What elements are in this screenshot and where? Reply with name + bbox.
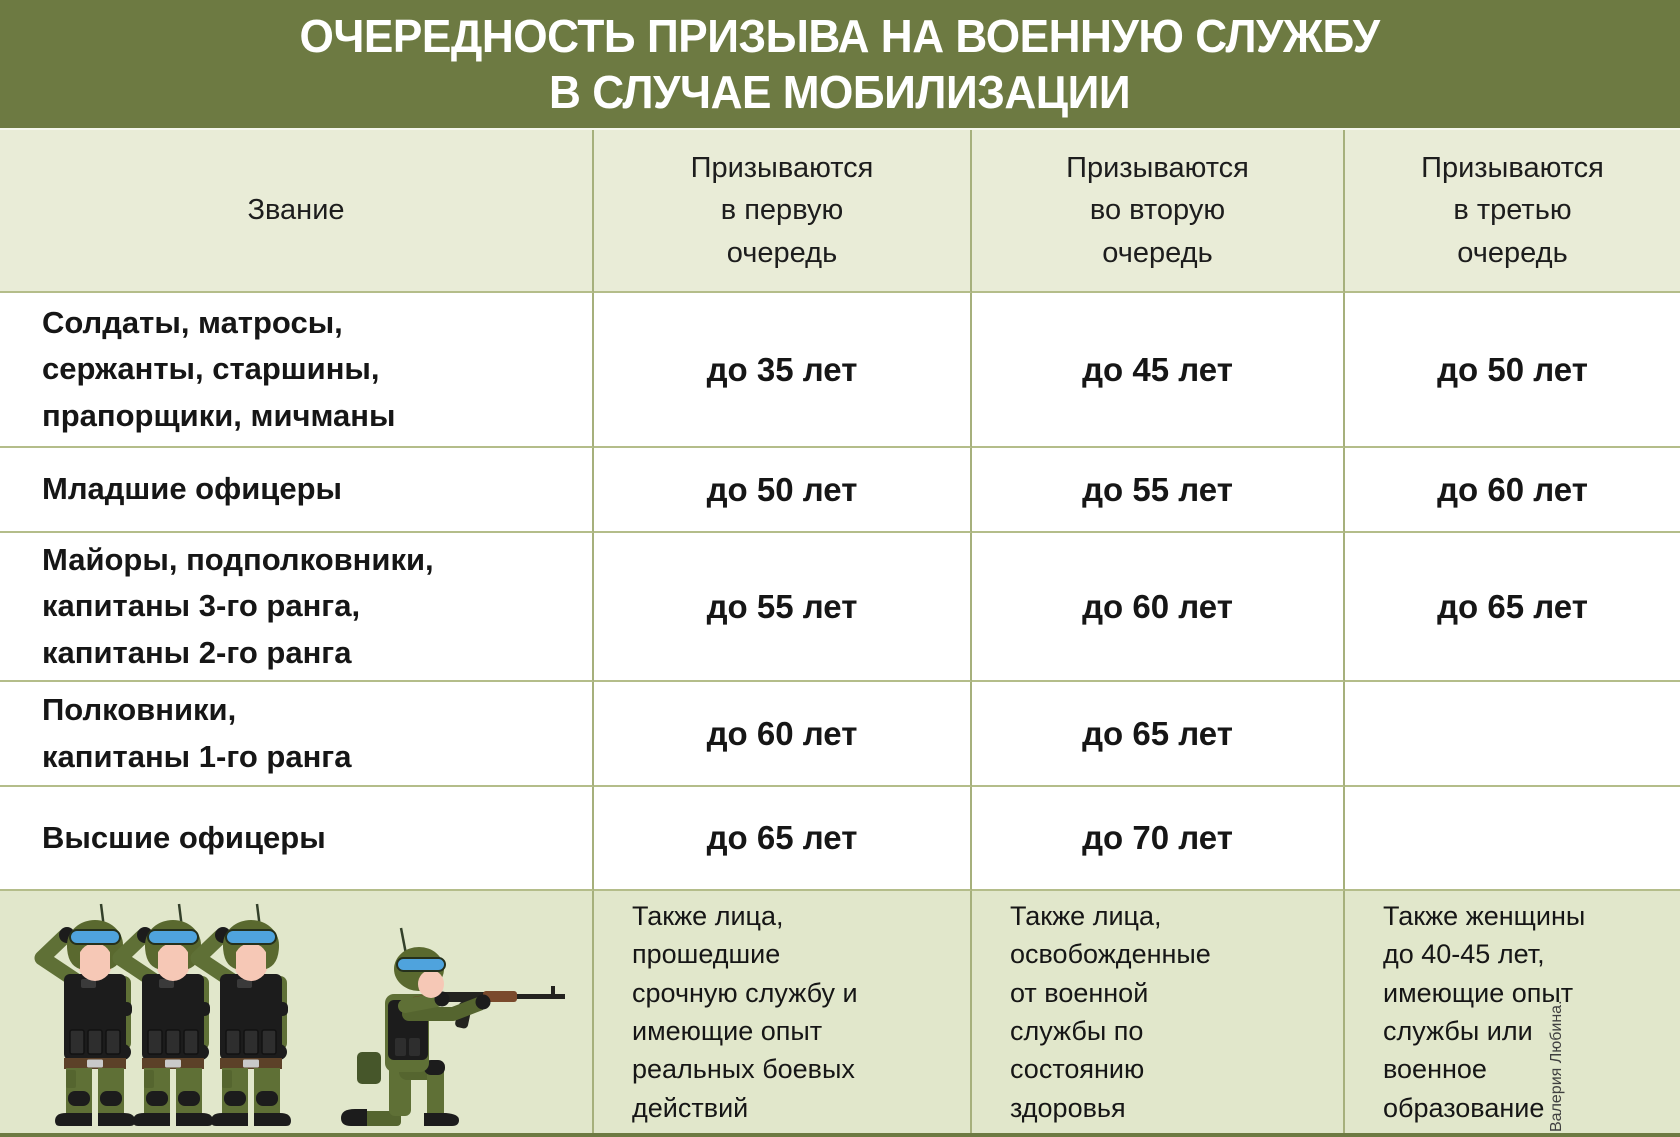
- table-row-4-first-wave: до 60 лет: [594, 682, 972, 787]
- table-row-2-second-wave: до 55 лет: [972, 448, 1345, 533]
- table-row-5-third-wave: [1345, 787, 1680, 891]
- table-row-3-first-wave: до 55 лет: [594, 533, 972, 682]
- table-row-1-rank: Солдаты, матросы, сержанты, старшины, пр…: [0, 293, 594, 448]
- footer-note-third-wave: Также женщины до 40-45 лет, имеющие опыт…: [1345, 891, 1680, 1133]
- table-row-5-second-wave: до 70 лет: [972, 787, 1345, 891]
- table-row-5-rank: Высшие офицеры: [0, 787, 594, 891]
- author-credit: Валерия Любина.: [1548, 1000, 1565, 1132]
- footer-note-first-wave: Также лица, прошедшие срочную службу и и…: [594, 891, 972, 1133]
- table-row-5-first-wave: до 65 лет: [594, 787, 972, 891]
- footer-note-second-wave: Также лица, освобожденные от военной слу…: [972, 891, 1345, 1133]
- table-row-4-second-wave: до 65 лет: [972, 682, 1345, 787]
- table-row-4-third-wave: [1345, 682, 1680, 787]
- table-row-4-rank: Полковники, капитаны 1-го ранга: [0, 682, 594, 787]
- page-title: ОЧЕРЕДНОСТЬ ПРИЗЫВА НА ВОЕННУЮ СЛУЖБУ В …: [299, 9, 1381, 118]
- header-third-wave: Призываются в третью очередь: [1345, 130, 1680, 293]
- soldiers-icon: [0, 893, 592, 1133]
- soldiers-illustration-cell: [0, 891, 594, 1133]
- table-row-2-rank: Младшие офицеры: [0, 448, 594, 533]
- table-row-2-third-wave: до 60 лет: [1345, 448, 1680, 533]
- table-row-1-third-wave: до 50 лет: [1345, 293, 1680, 448]
- header-rank: Звание: [0, 130, 594, 293]
- table-row-1-second-wave: до 45 лет: [972, 293, 1345, 448]
- table-row-2-first-wave: до 50 лет: [594, 448, 972, 533]
- table-row-3-second-wave: до 60 лет: [972, 533, 1345, 682]
- table-row-3-rank: Майоры, подполковники, капитаны 3-го ран…: [0, 533, 594, 682]
- mobilization-table: Звание Призываются в первую очередь Приз…: [0, 128, 1680, 1137]
- table-row-1-first-wave: до 35 лет: [594, 293, 972, 448]
- header-first-wave: Призываются в первую очередь: [594, 130, 972, 293]
- table-row-3-third-wave: до 65 лет: [1345, 533, 1680, 682]
- header-second-wave: Призываются во вторую очередь: [972, 130, 1345, 293]
- title-bar: ОЧЕРЕДНОСТЬ ПРИЗЫВА НА ВОЕННУЮ СЛУЖБУ В …: [0, 0, 1680, 128]
